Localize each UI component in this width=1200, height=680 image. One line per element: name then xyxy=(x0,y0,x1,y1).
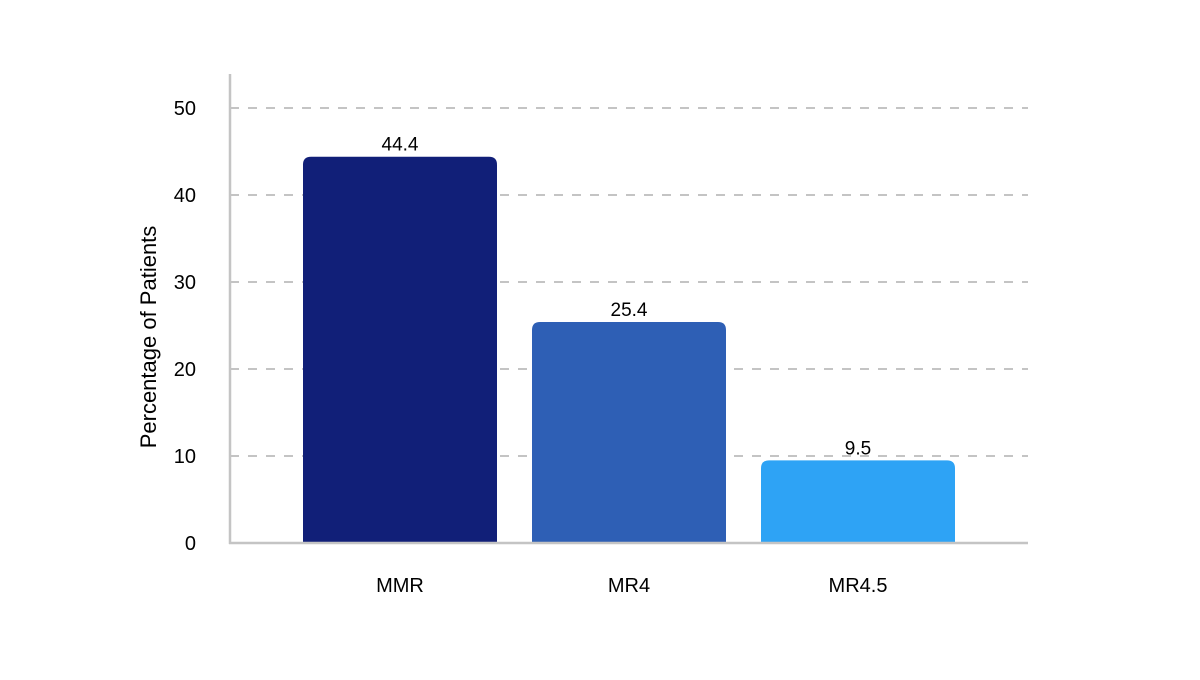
x-category-label: MMR xyxy=(376,575,424,597)
y-tick-label: 10 xyxy=(174,446,196,468)
x-category-label: MR4.5 xyxy=(829,575,888,597)
x-category-labels: MMR MR4 MR4.5 xyxy=(376,575,887,597)
data-label: 9.5 xyxy=(845,438,871,459)
data-label: 44.4 xyxy=(382,135,419,156)
bar-mr4-5 xyxy=(761,460,955,543)
data-labels: 44.4 25.4 9.5 xyxy=(382,135,872,460)
axes xyxy=(228,74,1028,545)
y-axis-title: Percentage of Patients xyxy=(136,226,161,449)
y-tick-label: 40 xyxy=(174,185,196,207)
bar-mmr xyxy=(303,156,497,543)
y-tick-labels: 0 10 20 30 40 50 xyxy=(174,98,196,555)
x-category-label: MR4 xyxy=(608,575,650,597)
bar-mr4 xyxy=(532,322,726,543)
y-tick-label: 20 xyxy=(174,359,196,381)
y-tick-label: 50 xyxy=(174,98,196,120)
y-tick-label: 0 xyxy=(185,533,196,555)
y-tick-label: 30 xyxy=(174,272,196,294)
bars xyxy=(303,156,955,543)
data-label: 25.4 xyxy=(611,300,648,321)
